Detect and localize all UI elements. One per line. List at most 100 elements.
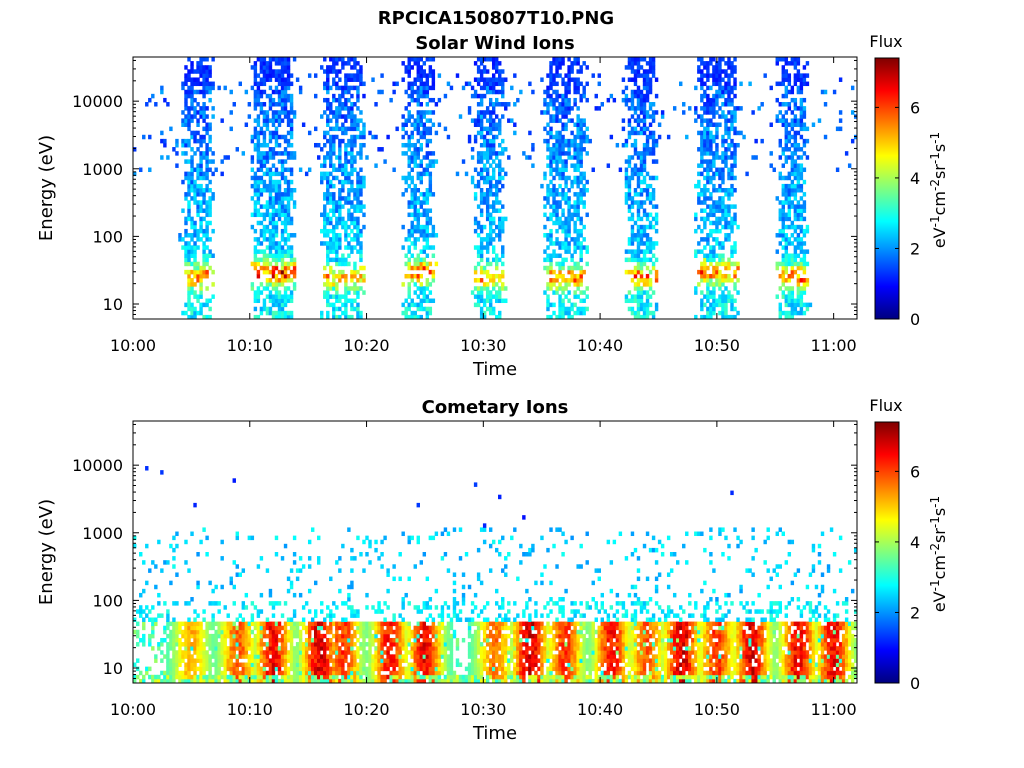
heatmap-cell: [220, 159, 224, 164]
heatmap-cell: [706, 212, 710, 218]
heatmap-cell: [775, 261, 779, 267]
heatmap-cell: [256, 298, 261, 304]
heatmap-cell: [706, 163, 710, 168]
heatmap-cell: [410, 134, 414, 140]
heatmap-cell: [636, 245, 641, 250]
heatmap-cell: [205, 625, 209, 631]
heatmap-cell: [558, 130, 562, 136]
heatmap-cell: [543, 196, 547, 201]
heatmap-cell: [467, 81, 472, 87]
heatmap-cell: [199, 163, 203, 168]
heatmap-cell: [229, 633, 233, 639]
heatmap-cell: [211, 678, 215, 684]
heatmap-cell: [633, 269, 638, 275]
heatmap-cell: [796, 265, 801, 271]
heatmap-cell: [498, 126, 502, 132]
heatmap-cell: [576, 212, 580, 218]
heatmap-cell: [187, 666, 191, 672]
heatmap-cell: [573, 167, 577, 173]
heatmap-cell: [630, 257, 635, 263]
heatmap-cell: [277, 241, 282, 246]
heatmap-cell: [642, 142, 647, 148]
heatmap-cell: [473, 61, 478, 66]
heatmap-cell: [796, 73, 801, 78]
heatmap-cell: [208, 249, 212, 254]
heatmap-cell: [419, 114, 423, 119]
heatmap-cell: [504, 171, 508, 177]
heatmap-cell: [479, 257, 484, 263]
heatmap-cell: [573, 282, 577, 287]
heatmap-cell: [802, 192, 807, 197]
heatmap-cell: [283, 69, 288, 74]
heatmap-cell: [199, 662, 203, 668]
heatmap-cell: [193, 621, 197, 627]
heatmap-cell: [775, 81, 779, 87]
heatmap-cell: [796, 241, 801, 246]
heatmap-cell: [576, 118, 580, 123]
heatmap-cell: [648, 212, 653, 218]
heatmap-cell: [350, 245, 354, 250]
heatmap-cell: [790, 286, 795, 291]
heatmap-cell: [495, 126, 499, 132]
heatmap-cell: [570, 253, 574, 258]
heatmap-cell: [700, 77, 704, 82]
heatmap-cell: [796, 85, 801, 91]
heatmap-cell: [555, 151, 559, 156]
heatmap-cell: [404, 69, 408, 74]
heatmap-cell: [205, 224, 209, 230]
heatmap-cell: [639, 188, 644, 193]
heatmap-cell: [326, 286, 330, 291]
heatmap-cell: [205, 65, 209, 70]
heatmap-cell: [142, 625, 146, 631]
heatmap-cell: [796, 57, 801, 62]
heatmap-cell: [793, 306, 798, 312]
heatmap-cell: [323, 224, 327, 230]
heatmap-cell: [549, 265, 553, 271]
heatmap-cell: [205, 204, 209, 209]
heatmap-cell: [428, 118, 433, 123]
heatmap-cell: [347, 106, 351, 111]
heatmap-cell: [341, 102, 345, 107]
heatmap-cell: [422, 265, 427, 271]
heatmap-cell: [648, 302, 653, 308]
heatmap-cell: [531, 163, 535, 168]
heatmap-cell: [196, 183, 200, 189]
heatmap-cell: [202, 302, 206, 308]
heatmap-cell: [495, 81, 499, 87]
heatmap-cell: [781, 147, 785, 152]
heatmap-cell: [784, 155, 789, 160]
heatmap-cell: [630, 65, 635, 70]
heatmap-cell: [630, 298, 635, 304]
heatmap-cell: [651, 175, 656, 181]
heatmap-cell: [211, 282, 215, 287]
heatmap-cell: [718, 273, 722, 279]
heatmap-cell: [205, 662, 209, 668]
heatmap-cell: [190, 633, 194, 639]
heatmap-cell: [787, 208, 792, 213]
heatmap-cell: [190, 61, 194, 66]
heatmap-cell: [784, 138, 789, 144]
heatmap-cell: [552, 282, 556, 287]
heatmap-cell: [633, 61, 638, 66]
heatmap-cell: [796, 212, 801, 218]
heatmap-cell: [479, 286, 484, 291]
heatmap-cell: [323, 208, 327, 213]
heatmap-cell: [196, 666, 200, 672]
heatmap-cell: [166, 633, 170, 639]
heatmap-cell: [190, 290, 194, 295]
heatmap-cell: [564, 282, 568, 287]
heatmap-cell: [196, 175, 200, 181]
heatmap-cell: [259, 282, 264, 287]
heatmap-cell: [329, 155, 333, 160]
heatmap-cell: [344, 142, 348, 148]
heatmap-cell: [338, 188, 342, 193]
heatmap-cell: [350, 183, 354, 189]
heatmap-cell: [277, 196, 282, 201]
heatmap-cell: [718, 310, 722, 316]
heatmap-cell: [344, 163, 348, 168]
heatmap-cell: [187, 204, 191, 209]
heatmap-cell: [326, 257, 330, 263]
heatmap-cell: [482, 192, 487, 197]
heatmap-cell: [724, 102, 728, 107]
heatmap-cell: [223, 637, 227, 643]
